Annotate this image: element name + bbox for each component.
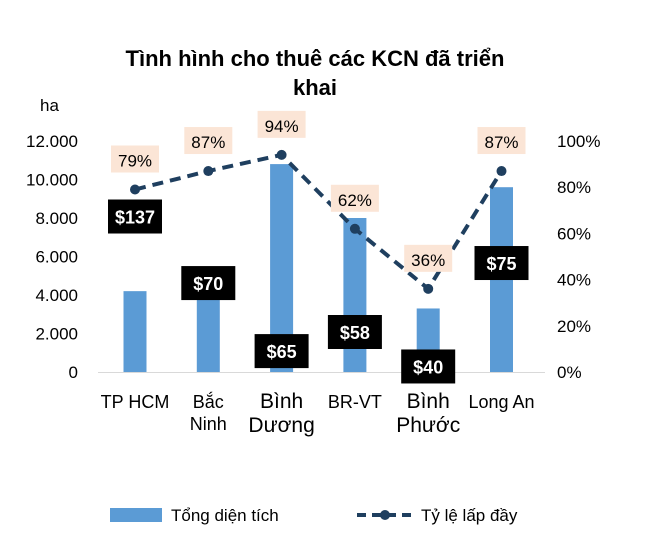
category-label: Ninh: [190, 414, 227, 434]
occupancy-label-box: [184, 127, 233, 155]
bar: [196, 293, 220, 372]
legend-bar-label: Tổng diện tích: [171, 506, 279, 525]
price-label-box: [108, 199, 162, 234]
legend-bar-swatch: [110, 508, 162, 522]
line-series: [130, 149, 507, 294]
category-label: Bình: [260, 390, 303, 413]
chart-title-line: khai: [293, 75, 337, 100]
price-label-box: [254, 334, 309, 369]
occupancy-label-box: [330, 184, 379, 212]
y-axis-right: 0% 20% 40% 60% 80% 100%: [557, 132, 600, 382]
price-label: $65: [267, 342, 297, 362]
occupancy-labels: 79% 87% 94% 62% 36% 87%: [111, 110, 526, 272]
category-label: TP HCM: [101, 392, 170, 412]
y-left-tick-label: 8.000: [35, 209, 78, 228]
category-label: Long An: [468, 392, 534, 412]
category-label: Bình: [407, 390, 450, 413]
occupancy-label-box: [257, 110, 306, 138]
occupancy-label-box: [111, 145, 159, 173]
line-point: [496, 166, 507, 177]
price-label-box: [474, 246, 529, 281]
bar: [270, 164, 294, 372]
price-labels: $137 $70 $65 $58 $40 $75: [108, 199, 529, 384]
y-left-tick-label: 0: [69, 363, 78, 382]
y-axis-left-label: ha: [40, 96, 59, 115]
category-label: Bắc: [193, 391, 224, 412]
y-axis-left: 0 2.000 4.000 6.000 8.000 10.000 12.000: [26, 132, 78, 382]
category-label: Dương: [248, 414, 314, 437]
line-point: [203, 166, 214, 177]
line-point: [130, 184, 140, 195]
occupancy-label-box: [404, 244, 453, 272]
price-label-box: [181, 266, 236, 301]
occupancy-label: 36%: [411, 251, 445, 270]
line-point: [423, 283, 434, 294]
chart-title-line: Tình hình cho thuê các KCN đã triển: [126, 46, 505, 71]
price-label: $75: [486, 254, 516, 274]
category-label: Phước: [396, 414, 460, 437]
y-right-tick-label: 20%: [557, 317, 591, 336]
y-right-tick-label: 60%: [557, 224, 591, 243]
y-left-tick-label: 12.000: [26, 132, 78, 151]
y-right-tick-label: 100%: [557, 132, 600, 151]
chart-title: Tình hình cho thuê các KCN đã triển khai: [126, 46, 505, 100]
bar: [123, 291, 147, 372]
price-label: $70: [193, 274, 223, 294]
y-right-tick-label: 40%: [557, 271, 591, 290]
price-label: $137: [115, 208, 155, 228]
y-left-tick-label: 4.000: [35, 286, 78, 305]
price-label: $58: [340, 323, 370, 343]
category-label: BR-VT: [328, 392, 382, 412]
occupancy-label: 87%: [484, 133, 518, 152]
legend-line-label: Tỷ lệ lấp đầy: [421, 506, 518, 525]
y-right-tick-label: 0%: [557, 363, 582, 382]
y-right-tick-label: 80%: [557, 178, 591, 197]
legend-line-marker: [380, 510, 390, 520]
price-label-box: [327, 315, 382, 349]
y-left-tick-label: 10.000: [26, 171, 78, 190]
line-point: [276, 149, 287, 160]
occupancy-label-box: [477, 127, 526, 155]
occupancy-label: 87%: [191, 133, 225, 152]
occupancy-label: 79%: [118, 152, 152, 171]
y-left-tick-label: 2.000: [35, 325, 78, 344]
line-point: [349, 223, 360, 234]
legend: Tổng diện tích Tỷ lệ lấp đầy: [110, 506, 518, 525]
occupancy-label: 94%: [265, 117, 299, 136]
y-left-tick-label: 6.000: [35, 248, 78, 267]
line-path: [134, 152, 504, 292]
price-label: $40: [413, 357, 443, 377]
price-label-box: [401, 349, 456, 384]
occupancy-label: 62%: [338, 191, 372, 210]
